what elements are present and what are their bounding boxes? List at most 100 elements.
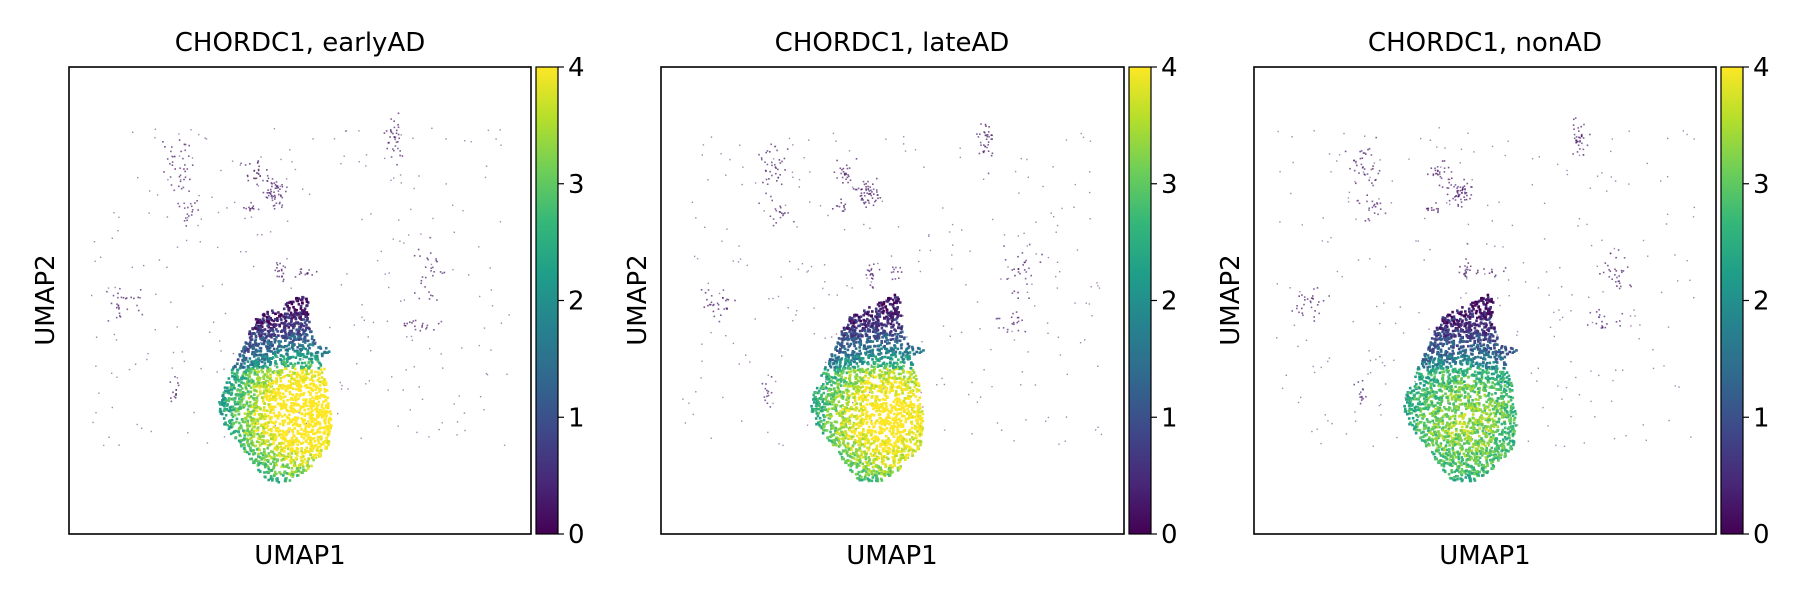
cell-point [239,389,242,392]
cell-point [463,412,466,414]
cell-point [441,422,443,424]
cell-point [839,167,842,170]
cell-point [172,351,175,354]
cell-point [246,450,249,454]
cell-point [271,450,274,454]
cell-point [150,430,152,433]
cell-point [260,432,264,435]
cell-point [905,438,908,442]
cell-point [834,426,837,430]
cell-point [845,371,849,375]
cell-point [822,371,826,375]
cell-point [248,437,252,441]
cell-point [266,192,269,194]
cell-point [1058,443,1060,445]
cell-point [827,439,831,442]
cell-point [858,439,861,442]
cell-point [905,349,908,352]
cell-point [825,429,829,432]
cell-point [266,169,268,171]
cell-point [868,458,871,461]
cell-point [869,227,871,229]
cell-point [870,322,873,326]
cell-point [265,385,268,388]
cell-point [259,334,263,338]
cell-point [403,299,406,301]
cell-point [254,177,256,180]
cell-point [997,317,999,320]
cell-point [907,345,911,348]
cell-point [292,473,295,477]
cell-point [778,443,780,445]
cell-point [893,268,895,271]
cell-point [112,294,115,297]
cell-point [1026,283,1028,285]
cell-point [258,387,262,390]
cell-point [281,196,284,199]
cell-point [888,364,892,368]
cell-point [267,467,271,471]
cell-point [289,440,292,443]
cell-point [246,390,250,393]
cell-point [871,374,874,377]
cell-point [1013,440,1015,442]
cell-point [880,339,883,343]
cell-point [321,382,324,385]
cell-point [276,414,279,418]
cell-point [301,455,305,458]
cell-point [118,306,120,309]
cell-point [297,397,300,401]
cell-point [392,132,394,135]
cell-point [306,386,309,389]
cell-point [226,386,229,390]
cell-point [107,287,110,289]
cell-point [296,432,300,435]
cell-point [247,347,250,351]
cell-point [882,309,885,313]
cell-point [1021,319,1023,322]
cell-point [315,354,319,358]
cell-point [801,263,804,265]
cell-point [260,458,263,461]
cell-point [400,300,402,302]
cell-point [710,331,712,334]
cell-point [149,190,151,192]
cell-point [722,289,725,291]
cell-point [867,185,869,188]
cell-point [847,434,850,437]
cell-point [883,366,886,369]
cell-point [835,443,838,447]
cell-point [255,358,258,362]
cell-point [920,418,923,421]
cell-point [316,438,320,441]
cell-point [116,303,118,305]
cell-point [942,325,945,327]
cell-point [833,171,836,173]
cell-point [255,396,259,400]
cell-point [1015,311,1018,313]
cell-point [854,462,857,465]
cell-point [879,422,882,425]
cell-point [878,389,882,393]
cell-point [183,202,185,205]
cell-point [852,401,854,404]
cell-point [271,309,274,312]
cell-point [249,412,253,415]
cell-point [833,441,837,444]
cell-point [847,358,850,362]
cell-point [256,419,260,422]
cell-point [782,214,784,217]
cell-point [872,204,875,207]
cell-point [726,298,728,301]
cell-point [818,420,822,424]
cell-point [820,393,823,397]
cell-point [287,445,290,448]
cell-point [412,320,415,322]
cell-point [158,259,161,261]
cell-point [867,328,870,331]
cell-point [902,442,905,446]
cell-point [874,397,877,400]
cell-point [863,320,866,323]
cell-point [870,194,873,197]
cell-point [271,185,273,188]
